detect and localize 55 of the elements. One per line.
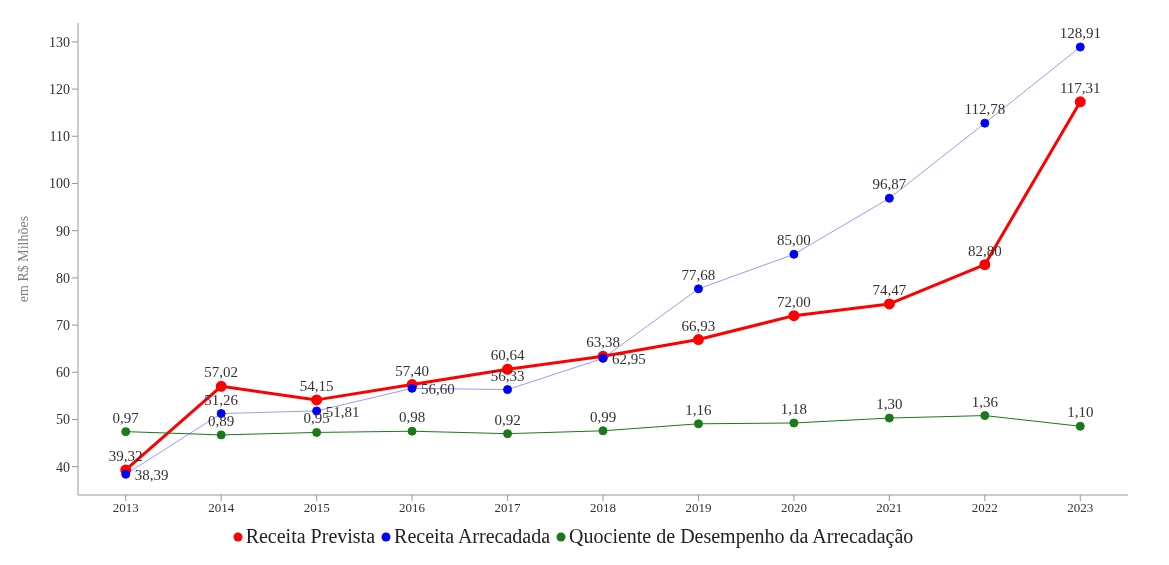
data-label: 62,95 xyxy=(612,351,646,368)
y-tick-label: 60 xyxy=(56,365,70,381)
x-tick-label: 2021 xyxy=(876,500,903,516)
data-label: 0,98 xyxy=(398,409,426,426)
data-label: 1,30 xyxy=(876,396,903,413)
data-label: 0,99 xyxy=(589,408,617,425)
x-tick-label: 2018 xyxy=(590,500,616,516)
data-label: 1,36 xyxy=(971,393,999,410)
data-label: 74,47 xyxy=(872,281,907,298)
y-tick-label: 100 xyxy=(49,176,70,192)
data-label: 128,91 xyxy=(1059,25,1101,42)
legend-label: Receita Prevista xyxy=(244,525,376,548)
x-tick-label: 2017 xyxy=(494,500,522,516)
x-tick-label: 2022 xyxy=(971,500,998,516)
data-label: 39,32 xyxy=(108,447,143,464)
data-label: 85,00 xyxy=(777,232,811,249)
y-tick-label: 90 xyxy=(56,223,70,239)
data-label: 72,00 xyxy=(777,293,811,310)
data-label: 38,39 xyxy=(134,467,169,484)
data-label: 56,33 xyxy=(490,367,525,384)
x-tick-label: 2015 xyxy=(303,500,330,516)
x-tick-label: 2013 xyxy=(112,500,139,516)
data-label: 0,92 xyxy=(494,411,521,428)
data-label: 56,60 xyxy=(421,381,455,398)
data-label: 0,89 xyxy=(208,412,235,429)
data-label: 63,38 xyxy=(586,334,620,351)
y-tick-label: 110 xyxy=(49,129,70,145)
data-label: 1,18 xyxy=(780,400,808,417)
data-label: 60,64 xyxy=(490,347,525,364)
data-label: 66,93 xyxy=(681,317,716,334)
data-label: 1,16 xyxy=(685,401,713,418)
x-tick-label: 2019 xyxy=(685,500,712,516)
y-tick-label: 120 xyxy=(49,82,70,98)
data-label: 96,87 xyxy=(872,176,907,193)
x-tick-label: 2016 xyxy=(399,500,426,516)
data-label: 0,97 xyxy=(112,409,140,426)
data-label: 117,31 xyxy=(1059,79,1101,96)
x-tick-label: 2014 xyxy=(208,500,235,516)
y-tick-label: 70 xyxy=(56,318,70,334)
data-label: 1,10 xyxy=(1067,404,1094,421)
data-label: 57,02 xyxy=(204,364,239,381)
x-tick-label: 2023 xyxy=(1067,500,1094,516)
data-label: 112,78 xyxy=(964,101,1006,118)
y-tick-label: 50 xyxy=(56,412,70,428)
data-label: 51,26 xyxy=(204,391,239,408)
y-axis-title: em R$ Milhões xyxy=(15,215,31,303)
data-label: 54,15 xyxy=(299,377,334,394)
data-label: 57,40 xyxy=(395,362,429,379)
data-label: 77,68 xyxy=(681,266,716,283)
x-tick-label: 2020 xyxy=(780,500,807,516)
y-tick-label: 80 xyxy=(56,270,70,286)
y-tick-label: 130 xyxy=(49,34,70,50)
y-tick-label: 40 xyxy=(56,459,70,475)
legend-label: Receita Arrecadada xyxy=(393,525,551,548)
legend-label: Quociente de Desempenho da Arrecadação xyxy=(568,525,914,548)
